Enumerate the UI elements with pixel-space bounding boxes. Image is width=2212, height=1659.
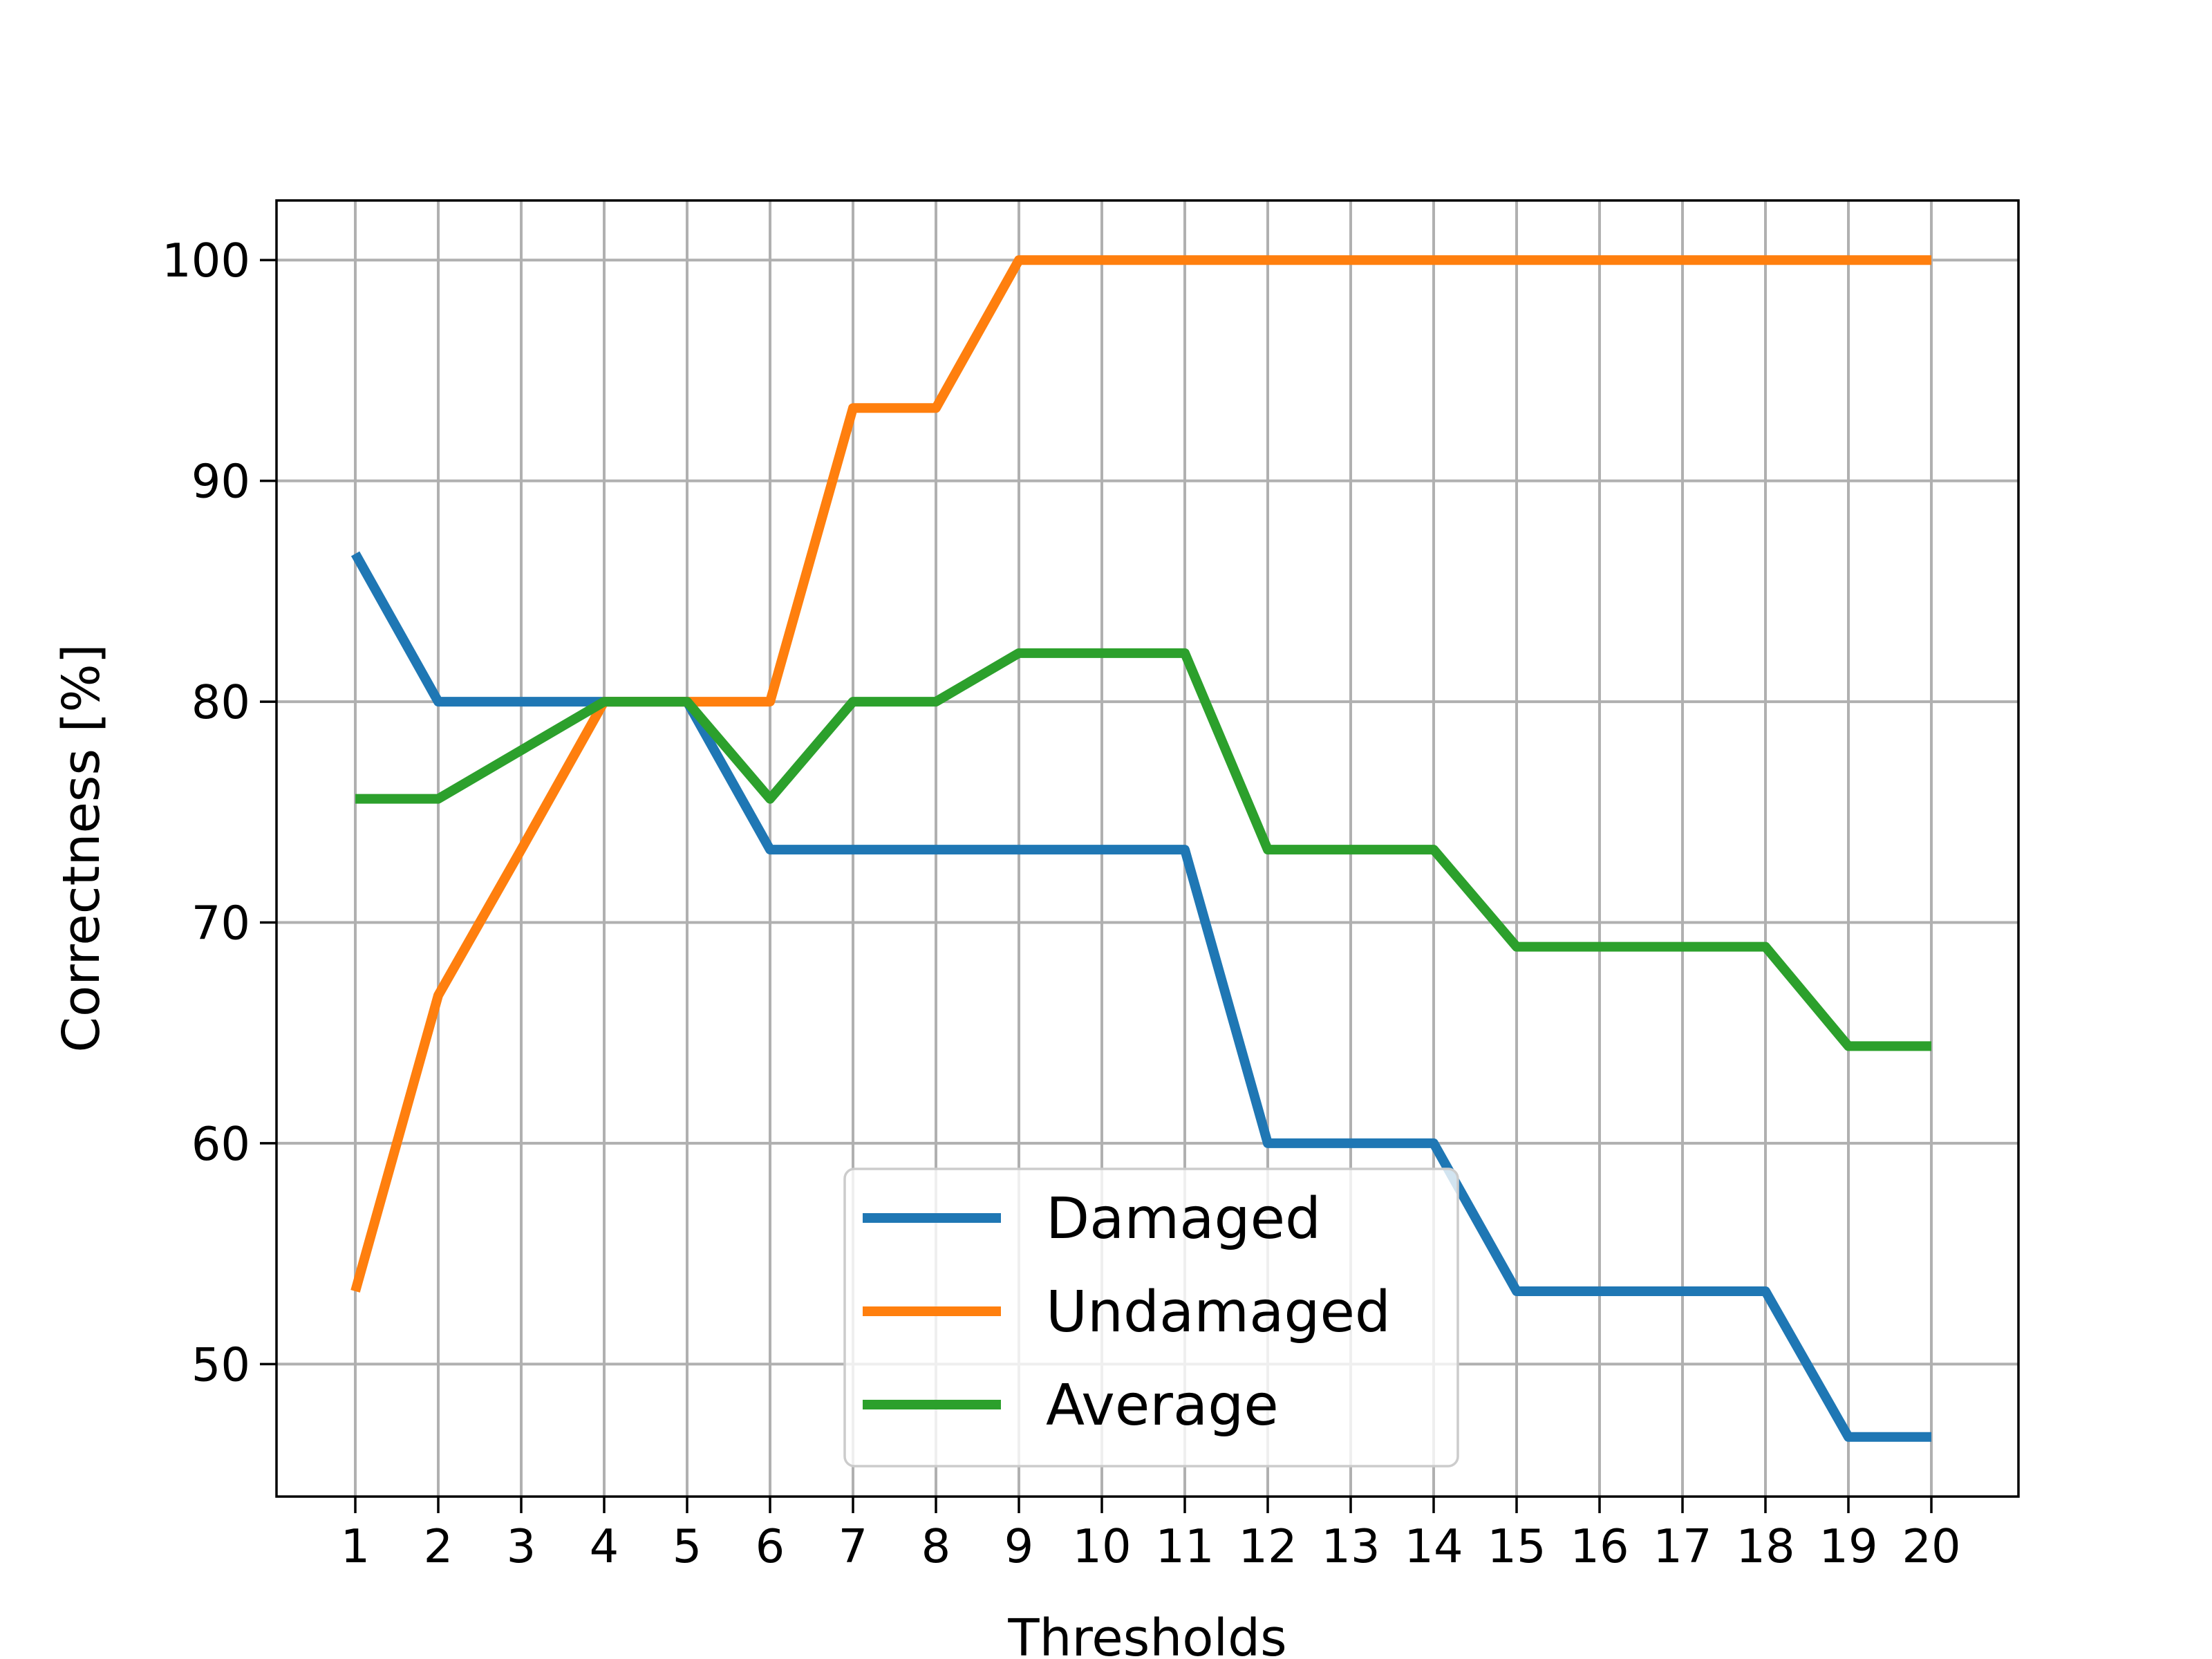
x-tick-label: 3 bbox=[507, 1519, 536, 1573]
x-tick-label: 4 bbox=[590, 1519, 619, 1573]
plot-area-frame bbox=[275, 199, 2020, 1498]
x-tick-label: 2 bbox=[424, 1519, 453, 1573]
x-tick-label: 7 bbox=[838, 1519, 868, 1573]
legend-label-damaged: Damaged bbox=[1046, 1186, 1321, 1252]
series-lines bbox=[350, 255, 1931, 1442]
y-axis-label: Correctness [%] bbox=[52, 644, 111, 1052]
x-axis-ticks: 1 2 3 4 5 6 7 8 9 10 11 12 13 14 15 16 17 18 19 20 bbox=[341, 1497, 1961, 1573]
y-tick-label: 90 bbox=[191, 455, 250, 509]
x-tick-label: 1 bbox=[341, 1519, 371, 1573]
x-tick-label: 18 bbox=[1736, 1519, 1794, 1573]
x-tick-label: 8 bbox=[921, 1519, 951, 1573]
x-axis-label: Thresholds bbox=[1007, 1609, 1286, 1659]
x-tick-label: 16 bbox=[1570, 1519, 1629, 1573]
legend-label-undamaged: Undamaged bbox=[1046, 1280, 1391, 1345]
x-tick-label: 17 bbox=[1653, 1519, 1712, 1573]
series-line-average bbox=[355, 648, 1931, 1051]
x-tick-label: 12 bbox=[1238, 1519, 1297, 1573]
x-tick-label: 11 bbox=[1155, 1519, 1214, 1573]
legend-box bbox=[843, 1168, 1459, 1468]
x-tick-label: 19 bbox=[1819, 1519, 1877, 1573]
y-tick-label: 100 bbox=[162, 234, 250, 288]
x-tick-label: 10 bbox=[1072, 1519, 1131, 1573]
x-tick-label: 6 bbox=[756, 1519, 785, 1573]
x-tick-label: 15 bbox=[1487, 1519, 1546, 1573]
x-tick-label: 9 bbox=[1004, 1519, 1034, 1573]
legend-label-average: Average bbox=[1046, 1373, 1279, 1438]
y-tick-label: 60 bbox=[191, 1117, 250, 1171]
x-tick-label: 5 bbox=[673, 1519, 702, 1573]
y-tick-label: 70 bbox=[191, 897, 250, 950]
y-tick-label: 50 bbox=[191, 1338, 250, 1391]
x-tick-label: 20 bbox=[1902, 1519, 1960, 1573]
legend: Damaged Undamaged Average bbox=[843, 1168, 1459, 1468]
x-tick-label: 14 bbox=[1404, 1519, 1463, 1573]
x-tick-label: 13 bbox=[1321, 1519, 1380, 1573]
y-tick-label: 80 bbox=[191, 675, 250, 729]
y-axis-ticks: 50 60 70 80 90 100 bbox=[162, 234, 276, 1391]
